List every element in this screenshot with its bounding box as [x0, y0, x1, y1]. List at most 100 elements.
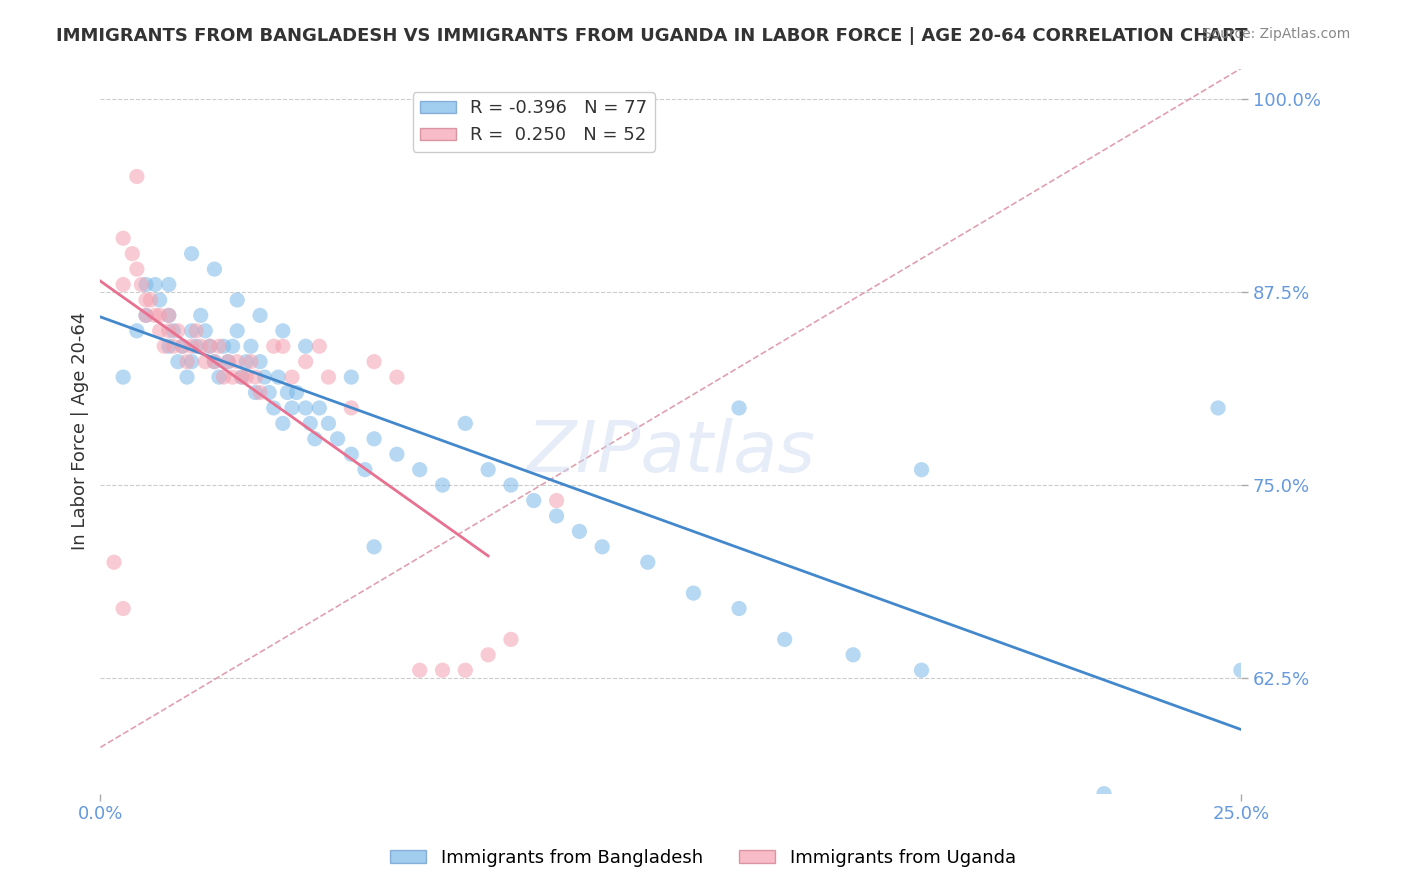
Point [176, 370, 198, 384]
Point [202, 354, 225, 368]
Point [143, 277, 166, 292]
Point [363, 540, 385, 554]
Point [773, 632, 796, 647]
Point [202, 354, 225, 368]
Legend: R = -0.396   N = 77, R =  0.250   N = 52: R = -0.396 N = 77, R = 0.250 N = 52 [413, 92, 655, 152]
Point [454, 663, 477, 677]
Point [842, 648, 865, 662]
Point [546, 508, 568, 523]
Point [1139, 802, 1161, 816]
Point [202, 262, 225, 277]
Point [318, 370, 340, 384]
Point [180, 246, 202, 260]
Point [299, 417, 322, 431]
Point [568, 524, 591, 539]
Point [523, 493, 546, 508]
Point [198, 339, 221, 353]
Point [217, 354, 239, 368]
Point [294, 339, 316, 353]
Point [1206, 401, 1229, 415]
Y-axis label: In Labor Force | Age 20-64: In Labor Force | Age 20-64 [72, 312, 89, 550]
Point [363, 432, 385, 446]
Point [167, 324, 190, 338]
Point [294, 401, 316, 415]
Point [231, 370, 253, 384]
Point [245, 385, 267, 400]
Point [157, 309, 180, 323]
Point [190, 309, 212, 323]
Point [340, 447, 363, 461]
Point [385, 370, 408, 384]
Point [208, 339, 231, 353]
Point [235, 370, 257, 384]
Point [276, 385, 298, 400]
Text: Source: ZipAtlas.com: Source: ZipAtlas.com [1202, 27, 1350, 41]
Point [131, 277, 153, 292]
Point [186, 324, 208, 338]
Point [285, 385, 308, 400]
Point [221, 339, 243, 353]
Point [499, 478, 522, 492]
Point [172, 339, 194, 353]
Point [318, 417, 340, 431]
Point [135, 309, 157, 323]
Point [546, 493, 568, 508]
Point [235, 354, 257, 368]
Point [454, 417, 477, 431]
Point [432, 478, 454, 492]
Point [340, 401, 363, 415]
Point [135, 309, 157, 323]
Point [212, 339, 235, 353]
Point [728, 601, 751, 615]
Point [212, 370, 235, 384]
Point [239, 339, 262, 353]
Point [249, 354, 271, 368]
Point [149, 293, 172, 307]
Point [409, 463, 432, 477]
Point [304, 432, 326, 446]
Point [176, 354, 198, 368]
Point [1092, 787, 1115, 801]
Point [157, 324, 180, 338]
Text: IMMIGRANTS FROM BANGLADESH VS IMMIGRANTS FROM UGANDA IN LABOR FORCE | AGE 20-64 : IMMIGRANTS FROM BANGLADESH VS IMMIGRANTS… [56, 27, 1247, 45]
Point [112, 231, 135, 245]
Point [139, 293, 162, 307]
Point [239, 354, 262, 368]
Point [157, 309, 180, 323]
Legend: Immigrants from Bangladesh, Immigrants from Uganda: Immigrants from Bangladesh, Immigrants f… [382, 842, 1024, 874]
Point [103, 555, 125, 569]
Point [149, 324, 172, 338]
Point [208, 370, 231, 384]
Point [499, 632, 522, 647]
Point [263, 401, 285, 415]
Point [198, 339, 221, 353]
Point [1230, 663, 1253, 677]
Point [125, 324, 148, 338]
Point [385, 447, 408, 461]
Point [308, 401, 330, 415]
Point [153, 339, 176, 353]
Point [221, 370, 243, 384]
Point [226, 324, 249, 338]
Point [257, 385, 280, 400]
Point [180, 339, 202, 353]
Point [180, 354, 202, 368]
Point [263, 339, 285, 353]
Point [253, 370, 276, 384]
Point [409, 663, 432, 677]
Point [194, 324, 217, 338]
Point [180, 324, 202, 338]
Point [245, 370, 267, 384]
Point [271, 339, 294, 353]
Point [363, 354, 385, 368]
Point [112, 277, 135, 292]
Point [308, 339, 330, 353]
Point [294, 354, 316, 368]
Point [172, 339, 194, 353]
Point [271, 417, 294, 431]
Point [143, 309, 166, 323]
Point [231, 370, 253, 384]
Point [267, 370, 290, 384]
Point [281, 401, 304, 415]
Point [157, 277, 180, 292]
